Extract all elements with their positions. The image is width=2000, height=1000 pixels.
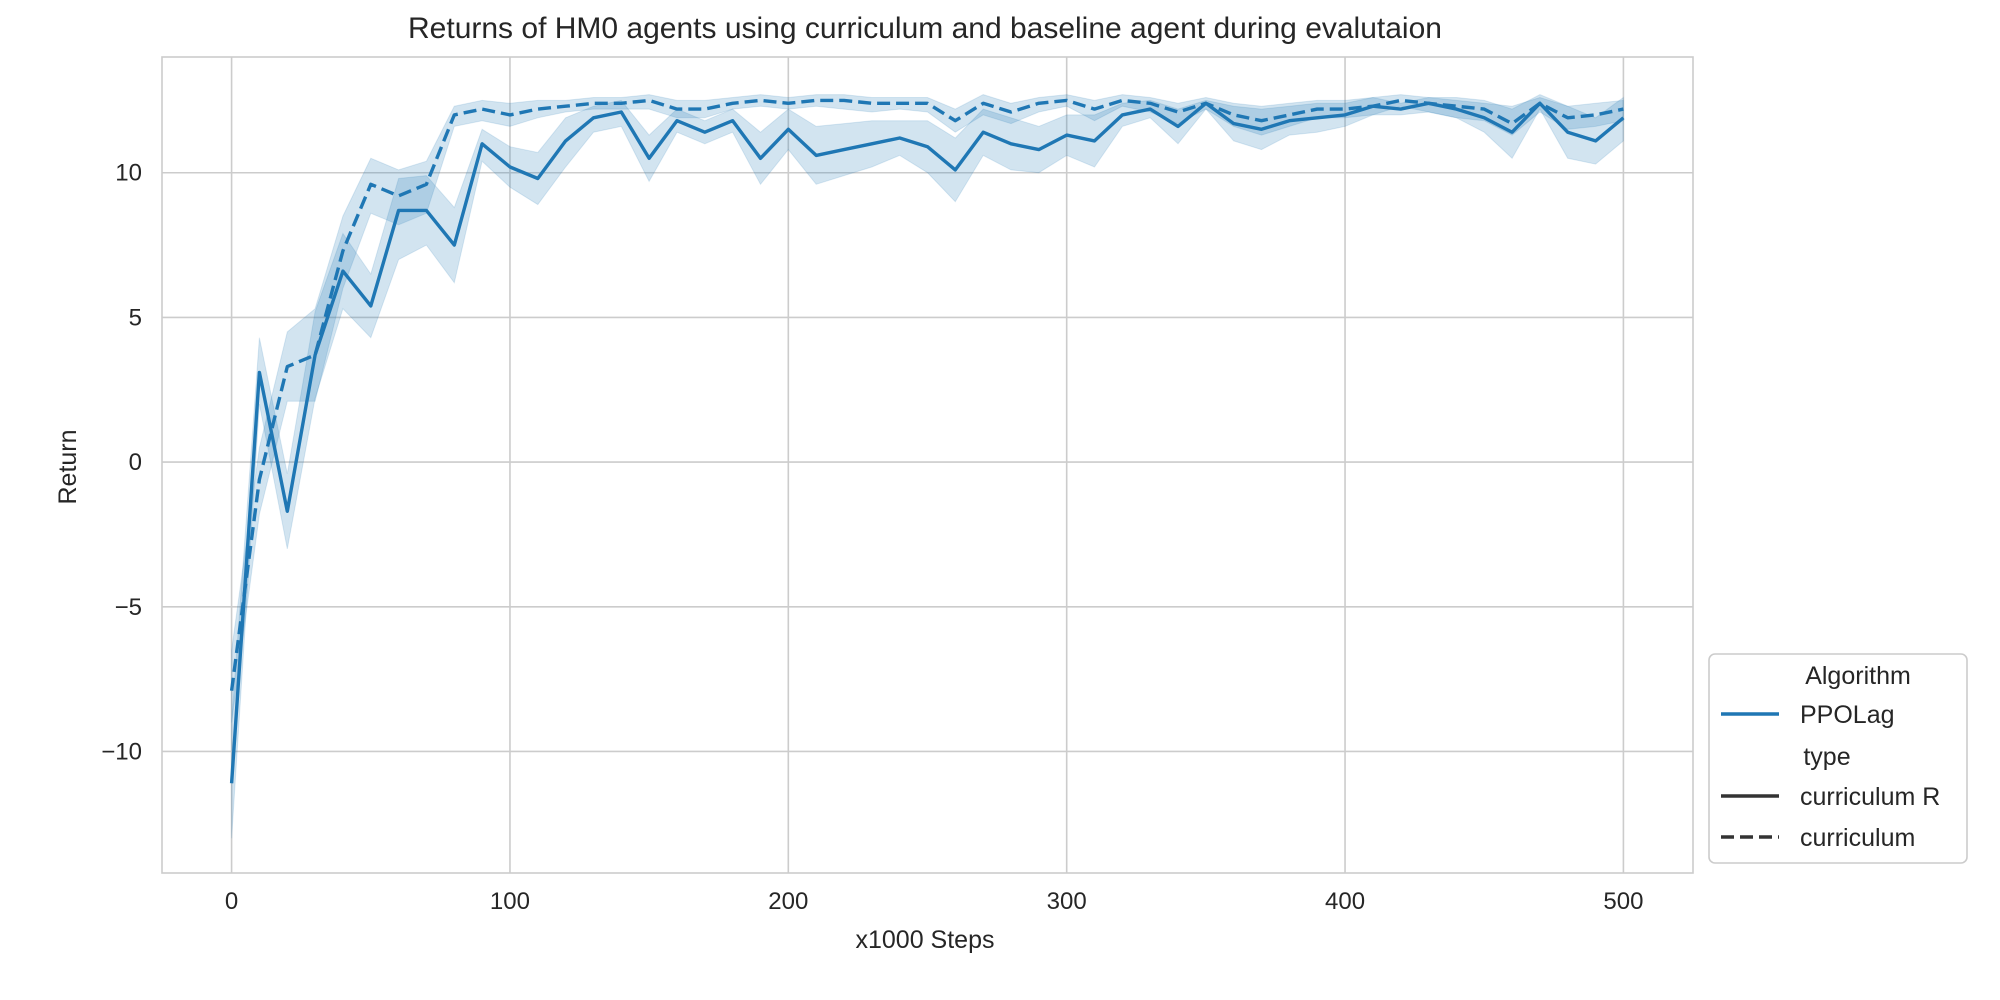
x-tick-labels: 0 100 200 300 400 500 bbox=[225, 888, 1644, 915]
x-tick-label: 0 bbox=[225, 888, 238, 915]
x-tick-label: 100 bbox=[490, 888, 530, 915]
y-axis-label: Return bbox=[54, 429, 82, 504]
legend-box bbox=[1708, 653, 1968, 864]
legend-label-curriculum: curriculum bbox=[1800, 824, 1915, 852]
plot-frame bbox=[161, 56, 1694, 874]
x-tick-label: 200 bbox=[768, 888, 808, 915]
y-tick-labels: −10 −5 0 5 10 bbox=[101, 160, 142, 766]
y-tick-label: 5 bbox=[129, 304, 142, 331]
x-tick-label: 300 bbox=[1047, 888, 1087, 915]
y-tick-label: 10 bbox=[115, 160, 142, 187]
legend: Algorithm PPOLag type curriculum R curri… bbox=[1708, 653, 1968, 864]
legend-header-type: type bbox=[1803, 743, 1850, 771]
grid bbox=[162, 57, 1693, 873]
y-tick-label: −5 bbox=[115, 594, 142, 621]
chart-title: Returns of HM0 agents using curriculum a… bbox=[408, 12, 1442, 45]
y-tick-label: −10 bbox=[101, 738, 142, 765]
y-tick-label: 0 bbox=[129, 449, 142, 476]
band-curriculum bbox=[231, 94, 1624, 723]
series-lines bbox=[229, 98, 1625, 784]
line-curriculum-r bbox=[229, 101, 1625, 784]
x-axis-label: x1000 Steps bbox=[856, 926, 995, 954]
band-curriculum-r bbox=[231, 96, 1624, 839]
line-curriculum bbox=[229, 98, 1624, 691]
x-tick-label: 400 bbox=[1325, 888, 1365, 915]
legend-header-algorithm: Algorithm bbox=[1805, 662, 1911, 690]
x-tick-label: 500 bbox=[1603, 888, 1643, 915]
legend-label-ppolag: PPOLag bbox=[1800, 701, 1895, 729]
legend-label-curriculum-r: curriculum R bbox=[1800, 783, 1940, 811]
confidence-bands bbox=[231, 94, 1624, 839]
